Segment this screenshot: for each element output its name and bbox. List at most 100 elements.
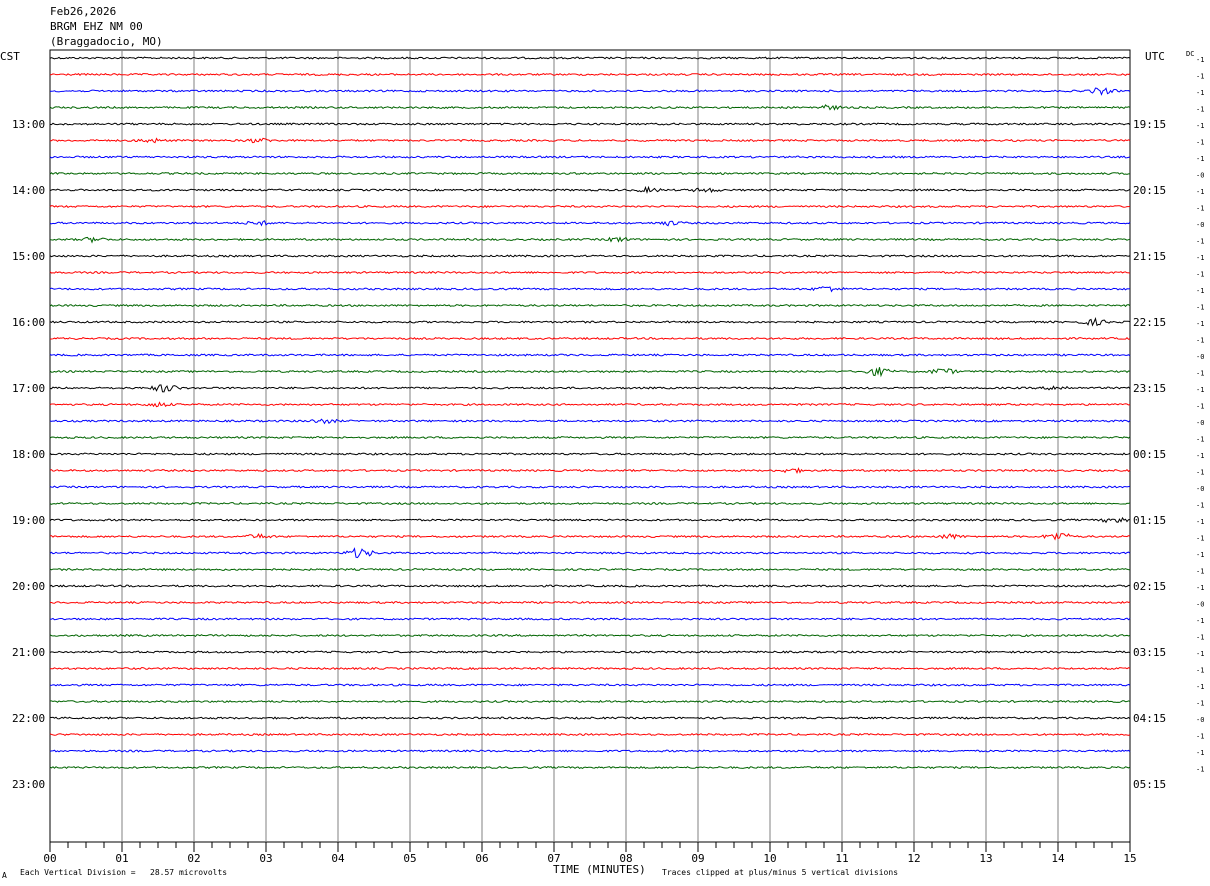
left-hour-label-4: 17:00 (12, 382, 45, 395)
trace-row-3 (49, 104, 1131, 111)
dc-offset-labels: -1 -1 -1 -1 -1 -1 -1 -0 -1 -1 -0 -1 -1 -1 -1 -1 -1 -1 -0 -1… (1196, 56, 1204, 774)
dc-offset-12: -1 (1196, 254, 1204, 262)
trace-row-12 (49, 254, 1131, 258)
dc-offset-25: -1 (1196, 469, 1204, 477)
dc-offset-15: -1 (1196, 304, 1204, 312)
dc-offset-28: -1 (1196, 518, 1204, 526)
trace-row-21 (49, 401, 1131, 408)
dc-offset-32: -1 (1196, 584, 1204, 592)
right-hour-labels: 19:15 20:15 21:15 22:15 23:15 00:15 01:15 02:15… (1133, 118, 1166, 791)
right-hour-label-4: 23:15 (1133, 382, 1166, 395)
trace-row-32 (49, 584, 1131, 588)
left-hour-label-6: 19:00 (12, 514, 45, 527)
dc-offset-39: -1 (1196, 700, 1204, 708)
x-tick-label-13: 13 (979, 852, 992, 865)
trace-row-14 (49, 286, 1131, 293)
dc-offset-36: -1 (1196, 650, 1204, 658)
dc-offset-35: -1 (1196, 634, 1204, 642)
right-timezone-label: UTC (1145, 50, 1165, 63)
left-hour-labels: 13:00 14:00 15:00 16:00 17:00 18:00 19:00 20:00… (12, 118, 45, 791)
x-tick-label-07: 07 (547, 852, 560, 865)
x-tick-label-15: 15 (1123, 852, 1136, 865)
dc-offset-18: -0 (1196, 353, 1204, 361)
x-tick-label-09: 09 (691, 852, 704, 865)
trace-row-42 (49, 749, 1131, 753)
trace-row-8 (49, 185, 1131, 195)
dc-offset-11: -1 (1196, 238, 1204, 246)
trace-row-10 (49, 220, 1131, 227)
left-hour-label-7: 20:00 (12, 580, 45, 593)
trace-row-26 (49, 485, 1131, 489)
left-hour-label-5: 18:00 (12, 448, 45, 461)
dc-offset-24: -1 (1196, 452, 1204, 460)
dc-header: DC (1186, 50, 1194, 58)
plot-date: Feb26,2026 (50, 5, 116, 18)
right-hour-label-0: 19:15 (1133, 118, 1166, 131)
dc-offset-19: -1 (1196, 370, 1204, 378)
trace-row-20 (49, 384, 1131, 393)
trace-row-25 (49, 467, 1131, 475)
trace-row-16 (49, 317, 1131, 327)
trace-row-0 (49, 56, 1131, 60)
right-hour-label-10: 05:15 (1133, 778, 1166, 791)
trace-row-18 (49, 353, 1131, 357)
trace-row-39 (49, 699, 1131, 704)
right-hour-label-7: 02:15 (1133, 580, 1166, 593)
trace-row-28 (49, 516, 1131, 524)
dc-offset-31: -1 (1196, 568, 1204, 576)
left-hour-label-1: 14:00 (12, 184, 45, 197)
x-tick-label-01: 01 (115, 852, 128, 865)
dc-offset-7: -0 (1196, 172, 1204, 180)
x-tick-label-04: 04 (331, 852, 345, 865)
dc-offset-33: -0 (1196, 601, 1204, 609)
x-tick-label-06: 06 (475, 852, 488, 865)
trace-row-13 (49, 270, 1131, 275)
dc-offset-1: -1 (1196, 73, 1204, 81)
trace-row-17 (49, 336, 1131, 341)
dc-offset-29: -1 (1196, 535, 1204, 543)
trace-row-6 (49, 155, 1131, 159)
x-tick-label-05: 05 (403, 852, 416, 865)
dc-offset-37: -1 (1196, 667, 1204, 675)
dc-offset-26: -0 (1196, 485, 1204, 493)
trace-row-2 (49, 87, 1131, 96)
x-tick-label-02: 02 (187, 852, 200, 865)
right-hour-label-1: 20:15 (1133, 184, 1166, 197)
dc-offset-41: -1 (1196, 733, 1204, 741)
right-hour-label-5: 00:15 (1133, 448, 1166, 461)
trace-row-30 (49, 547, 1131, 559)
x-tick-label-12: 12 (907, 852, 920, 865)
dc-offset-17: -1 (1196, 337, 1204, 345)
station-name: BRGM EHZ NM 00 (50, 20, 143, 33)
dc-offset-30: -1 (1196, 551, 1204, 559)
x-tick-label-10: 10 (763, 852, 776, 865)
dc-offset-4: -1 (1196, 122, 1204, 130)
dc-offset-43: -1 (1196, 766, 1204, 774)
dc-offset-22: -0 (1196, 419, 1204, 427)
clip-note: Traces clipped at plus/minus 5 vertical … (662, 868, 898, 877)
trace-row-27 (49, 501, 1131, 506)
trace-row-5 (49, 137, 1131, 144)
right-hour-label-8: 03:15 (1133, 646, 1166, 659)
trace-row-22 (49, 418, 1131, 425)
dc-offset-0: -1 (1196, 56, 1204, 64)
trace-row-38 (49, 683, 1131, 687)
trace-row-34 (49, 617, 1131, 621)
trace-row-24 (49, 452, 1131, 456)
x-tick-label-08: 08 (619, 852, 632, 865)
dc-offset-9: -1 (1196, 205, 1204, 213)
dc-offset-42: -1 (1196, 749, 1204, 757)
trace-row-1 (49, 72, 1131, 77)
dc-offset-20: -1 (1196, 386, 1204, 394)
dc-offset-10: -0 (1196, 221, 1204, 229)
trace-row-37 (49, 666, 1131, 671)
trace-row-9 (49, 204, 1131, 209)
dc-offset-2: -1 (1196, 89, 1204, 97)
dc-offset-40: -0 (1196, 716, 1204, 724)
x-axis-title: TIME (MINUTES) (553, 863, 646, 876)
right-hour-label-3: 22:15 (1133, 316, 1166, 329)
dc-offset-23: -1 (1196, 436, 1204, 444)
trace-row-35 (49, 633, 1131, 638)
left-hour-label-9: 22:00 (12, 712, 45, 725)
trace-row-19 (49, 367, 1131, 378)
